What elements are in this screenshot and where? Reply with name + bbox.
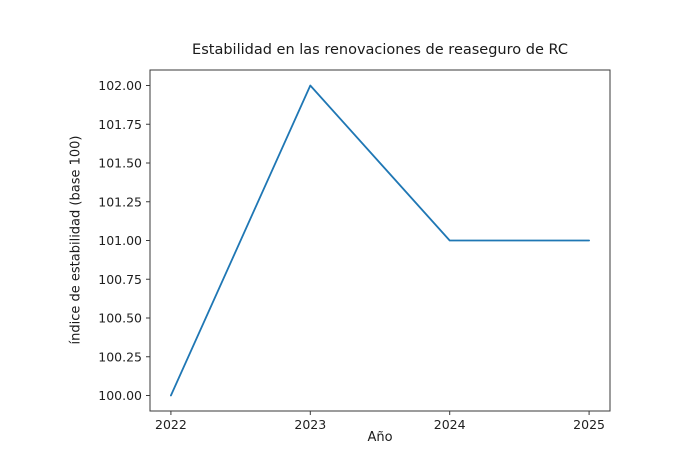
y-tick-label: 100.50 xyxy=(98,311,142,326)
y-tick-label: 100.75 xyxy=(98,272,142,287)
data-line xyxy=(170,84,590,397)
y-tick-label: 101.25 xyxy=(98,194,142,209)
y-tick-label: 100.25 xyxy=(98,349,142,364)
y-tick-label: 100.00 xyxy=(98,388,142,403)
x-tick-label: 2024 xyxy=(434,417,466,432)
x-tick-label: 2023 xyxy=(294,417,326,432)
x-axis-label: Año xyxy=(367,430,393,445)
x-tick-label: 2025 xyxy=(573,417,605,432)
chart-title: Estabilidad en las renovaciones de rease… xyxy=(192,42,568,58)
y-tick-label: 101.75 xyxy=(98,117,142,132)
x-tick-label: 2022 xyxy=(155,417,187,432)
y-tick-label: 101.50 xyxy=(98,156,142,171)
y-tick-label: 102.00 xyxy=(98,78,142,93)
y-tick-label: 101.00 xyxy=(98,233,142,248)
